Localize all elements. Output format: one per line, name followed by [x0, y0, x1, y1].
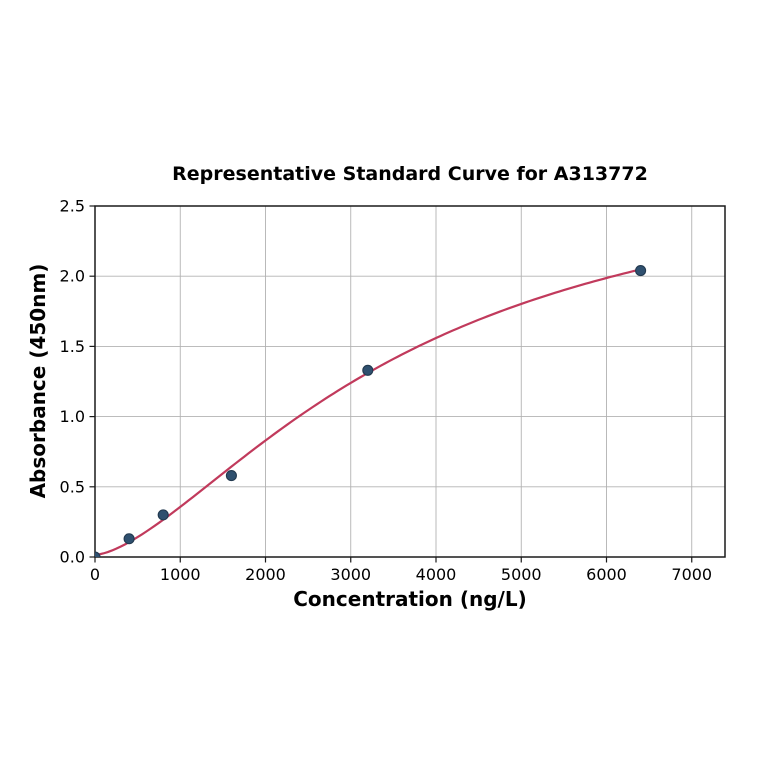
data-point [157, 509, 169, 521]
data-point [225, 470, 237, 482]
x-tick-label: 2000 [245, 565, 286, 584]
chart-title: Representative Standard Curve for A31377… [172, 163, 648, 185]
y-tick-label: 2.5 [60, 197, 85, 216]
y-tick-label: 0.0 [60, 548, 85, 567]
data-point [635, 265, 647, 277]
y-tick-label: 2.0 [60, 267, 85, 286]
data-point [95, 551, 101, 557]
x-tick-label: 7000 [671, 565, 712, 584]
x-axis-label: Concentration (ng/L) [293, 587, 527, 611]
y-tick-label: 0.5 [60, 477, 85, 496]
x-tick-label: 3000 [330, 565, 371, 584]
y-tick-label: 1.5 [60, 337, 85, 356]
x-tick-label: 4000 [416, 565, 457, 584]
x-tick-label: 0 [90, 565, 100, 584]
data-point [362, 364, 374, 376]
x-tick-label: 5000 [501, 565, 542, 584]
plot-border [94, 205, 726, 558]
data-point [123, 533, 135, 545]
x-tick-label: 1000 [160, 565, 201, 584]
fit-curve [95, 268, 642, 556]
y-tick-label: 1.0 [60, 407, 85, 426]
x-tick-label: 6000 [586, 565, 627, 584]
